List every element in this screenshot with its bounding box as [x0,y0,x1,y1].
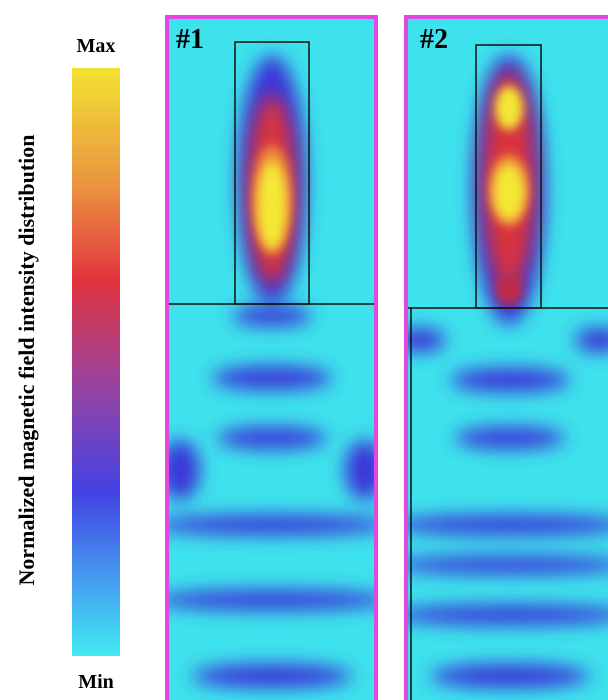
panel-1-label: #1 [176,24,204,55]
colorbar [72,68,120,656]
panel-2-field [390,18,608,700]
colorbar-max: Max [77,35,116,57]
hotspot [473,55,545,325]
panel-1-field [152,18,392,700]
colorbar-label: Normalized magnetic field intensity dist… [14,135,39,586]
figure: Normalized magnetic field intensity dist… [0,0,608,700]
panel-2-label: #2 [420,24,448,55]
colorbar-min: Min [78,671,114,693]
hotspot [238,55,306,305]
